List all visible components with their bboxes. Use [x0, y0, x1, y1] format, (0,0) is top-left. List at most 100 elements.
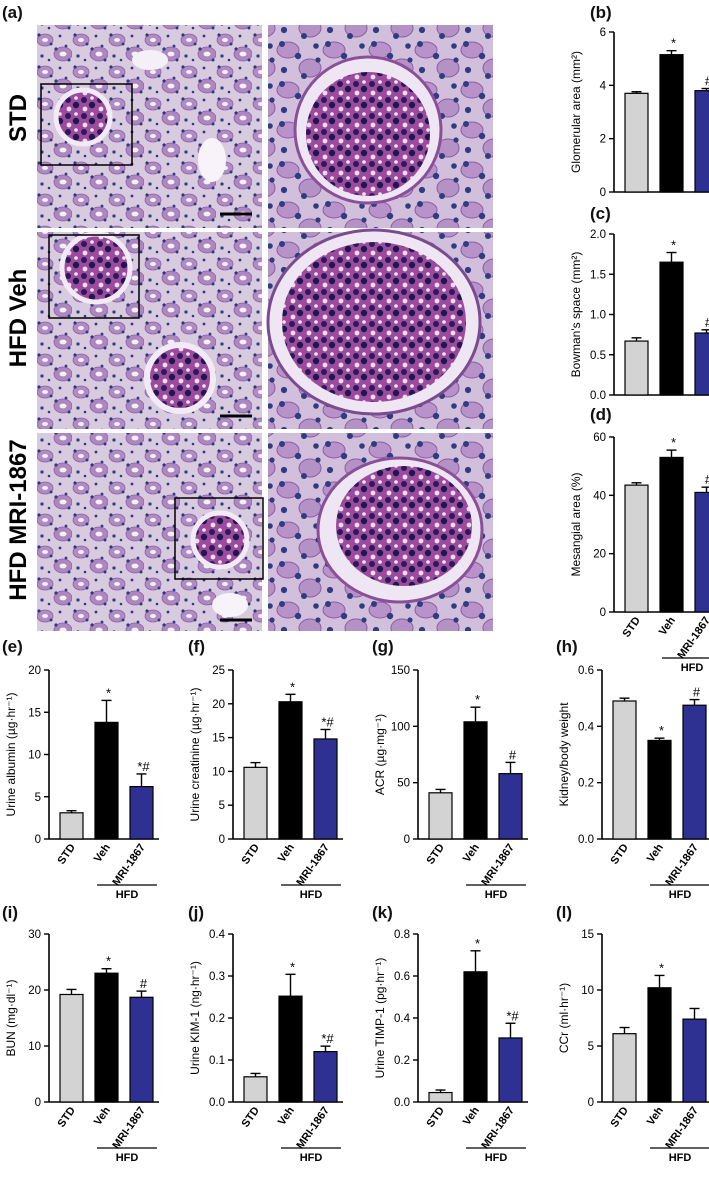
group-label-hfd: HFD	[116, 889, 139, 901]
category-label: STD	[56, 1105, 78, 1130]
y-axis-label: Glomerular area (mm²)	[569, 51, 583, 173]
bar-std	[243, 766, 268, 840]
micrograph-hfd-mri-1867-overview	[37, 433, 264, 631]
y-tick-label: 0	[35, 1097, 41, 1109]
category-label: STD	[240, 842, 262, 867]
y-tick-label: 20	[212, 699, 225, 711]
bar-std	[59, 993, 84, 1103]
bar-std	[624, 340, 649, 396]
significance-label: *#	[137, 759, 150, 774]
significance-label: #	[693, 685, 701, 700]
bar-veh	[659, 261, 684, 396]
significance-label: *	[475, 936, 480, 951]
y-tick-label: 0.3	[209, 971, 225, 983]
bar-std	[428, 1091, 453, 1103]
y-tick-label: 10	[581, 985, 594, 997]
panel-letter-k: (k)	[372, 903, 393, 922]
micrograph-hfd-veh-zoom	[266, 228, 493, 429]
category-label: MRI-1867	[294, 842, 332, 888]
bar-mri-1867	[498, 773, 523, 840]
micrograph-hfd-veh-overview	[37, 231, 262, 429]
chart-panel-j: (j) 0.0 0.1 0.2 0.3 0.4 Urine KIM-1 (ng·hr⁻¹) S…	[188, 903, 343, 1164]
panel-letter-b: (b)	[590, 3, 612, 22]
panel-letter-i: (i)	[2, 903, 18, 922]
y-tick-label: 0.2	[394, 1055, 410, 1067]
y-tick-label: 1.0	[590, 310, 606, 322]
bar-mri-1867	[498, 1037, 523, 1103]
category-label: Veh	[657, 615, 678, 638]
category-label: MRI-1867	[110, 842, 148, 888]
category-label: Veh	[276, 842, 297, 865]
y-tick-label: 0	[35, 834, 41, 846]
category-label: Veh	[645, 842, 666, 865]
bar-mri-1867	[682, 1018, 707, 1103]
y-tick-label: 0.8	[394, 929, 410, 941]
bar-std	[428, 792, 453, 840]
y-tick-label: 15	[212, 733, 225, 745]
category-label: STD	[425, 842, 447, 867]
significance-label: *	[475, 692, 480, 707]
y-tick-label: 10	[28, 1041, 41, 1053]
bar-veh	[659, 54, 684, 193]
bar-mri-1867	[313, 1050, 338, 1103]
significance-label: *	[659, 960, 664, 975]
category-label: Veh	[461, 1105, 482, 1128]
group-label-hfd: HFD	[116, 1152, 139, 1164]
y-tick-label: 40	[593, 490, 606, 502]
y-axis-label: BUN (mg·dl⁻¹)	[4, 979, 18, 1056]
category-label: STD	[621, 615, 643, 640]
row-label-hfd-veh: HFD Veh	[5, 269, 32, 368]
y-axis-label: ACR (µg·mg⁻¹)	[373, 714, 387, 795]
category-label: MRI-1867	[663, 842, 701, 888]
y-axis-label: Bowman's space (mm²)	[569, 252, 583, 378]
panel-letter-c: (c)	[590, 204, 611, 223]
significance-label: *	[290, 679, 295, 694]
group-label-hfd: HFD	[300, 1152, 323, 1164]
significance-label: #	[705, 472, 709, 487]
y-tick-label: 0.0	[394, 1097, 410, 1109]
y-tick-label: 5	[35, 792, 41, 804]
category-label: Veh	[645, 1105, 666, 1128]
y-tick-label: 0	[219, 834, 225, 846]
y-tick-label: 20	[28, 985, 41, 997]
bar-veh	[647, 739, 672, 840]
group-label-hfd: HFD	[485, 1152, 508, 1164]
bar-std	[624, 484, 649, 613]
y-tick-label: 2.0	[590, 229, 606, 241]
significance-label: *#	[321, 1031, 334, 1046]
y-tick-label: 0	[600, 607, 606, 619]
y-tick-label: 0.4	[209, 929, 226, 941]
bar-mri-1867	[682, 704, 707, 840]
group-label-hfd: HFD	[485, 889, 508, 901]
y-axis-label: Urine TIMP-1 (pg·hr⁻¹)	[373, 958, 387, 1079]
y-axis-label: Kidney/body weight	[557, 702, 571, 807]
panel-letter-d: (d)	[590, 405, 612, 424]
bar-veh	[463, 721, 488, 840]
bar-mri-1867	[313, 738, 338, 840]
significance-label: *	[106, 685, 111, 700]
bar-veh	[278, 995, 303, 1103]
bar-mri-1867	[694, 332, 709, 396]
category-label: MRI-1867	[663, 1105, 701, 1151]
y-tick-label: 4	[600, 80, 607, 92]
significance-label: *	[671, 238, 676, 253]
significance-label: *#	[321, 714, 334, 729]
category-label: Veh	[92, 842, 113, 865]
y-tick-label: 15	[28, 707, 41, 719]
category-label: Veh	[461, 842, 482, 865]
chart-panel-k: (k) 0.0 0.2 0.4 0.6 0.8 Urine TIMP-1 (pg·hr⁻¹)…	[372, 903, 528, 1164]
bar-std	[612, 700, 637, 840]
significance-label: *	[659, 723, 664, 738]
significance-label: #	[705, 74, 709, 89]
bar-veh	[278, 701, 303, 840]
significance-label: #	[509, 747, 517, 762]
bar-veh	[463, 971, 488, 1103]
y-tick-label: 0.5	[590, 350, 606, 362]
bar-mri-1867	[694, 491, 709, 613]
bar-mri-1867	[129, 786, 154, 840]
y-axis-label: Urine KIM-1 (ng·hr⁻¹)	[188, 961, 202, 1075]
chart-panel-h: (h) 0.0 0.2 0.4 0.6 Kidney/body weight STD * Veh…	[556, 637, 709, 901]
bar-std	[243, 1076, 268, 1103]
panel-letter-l: (l)	[556, 903, 572, 922]
